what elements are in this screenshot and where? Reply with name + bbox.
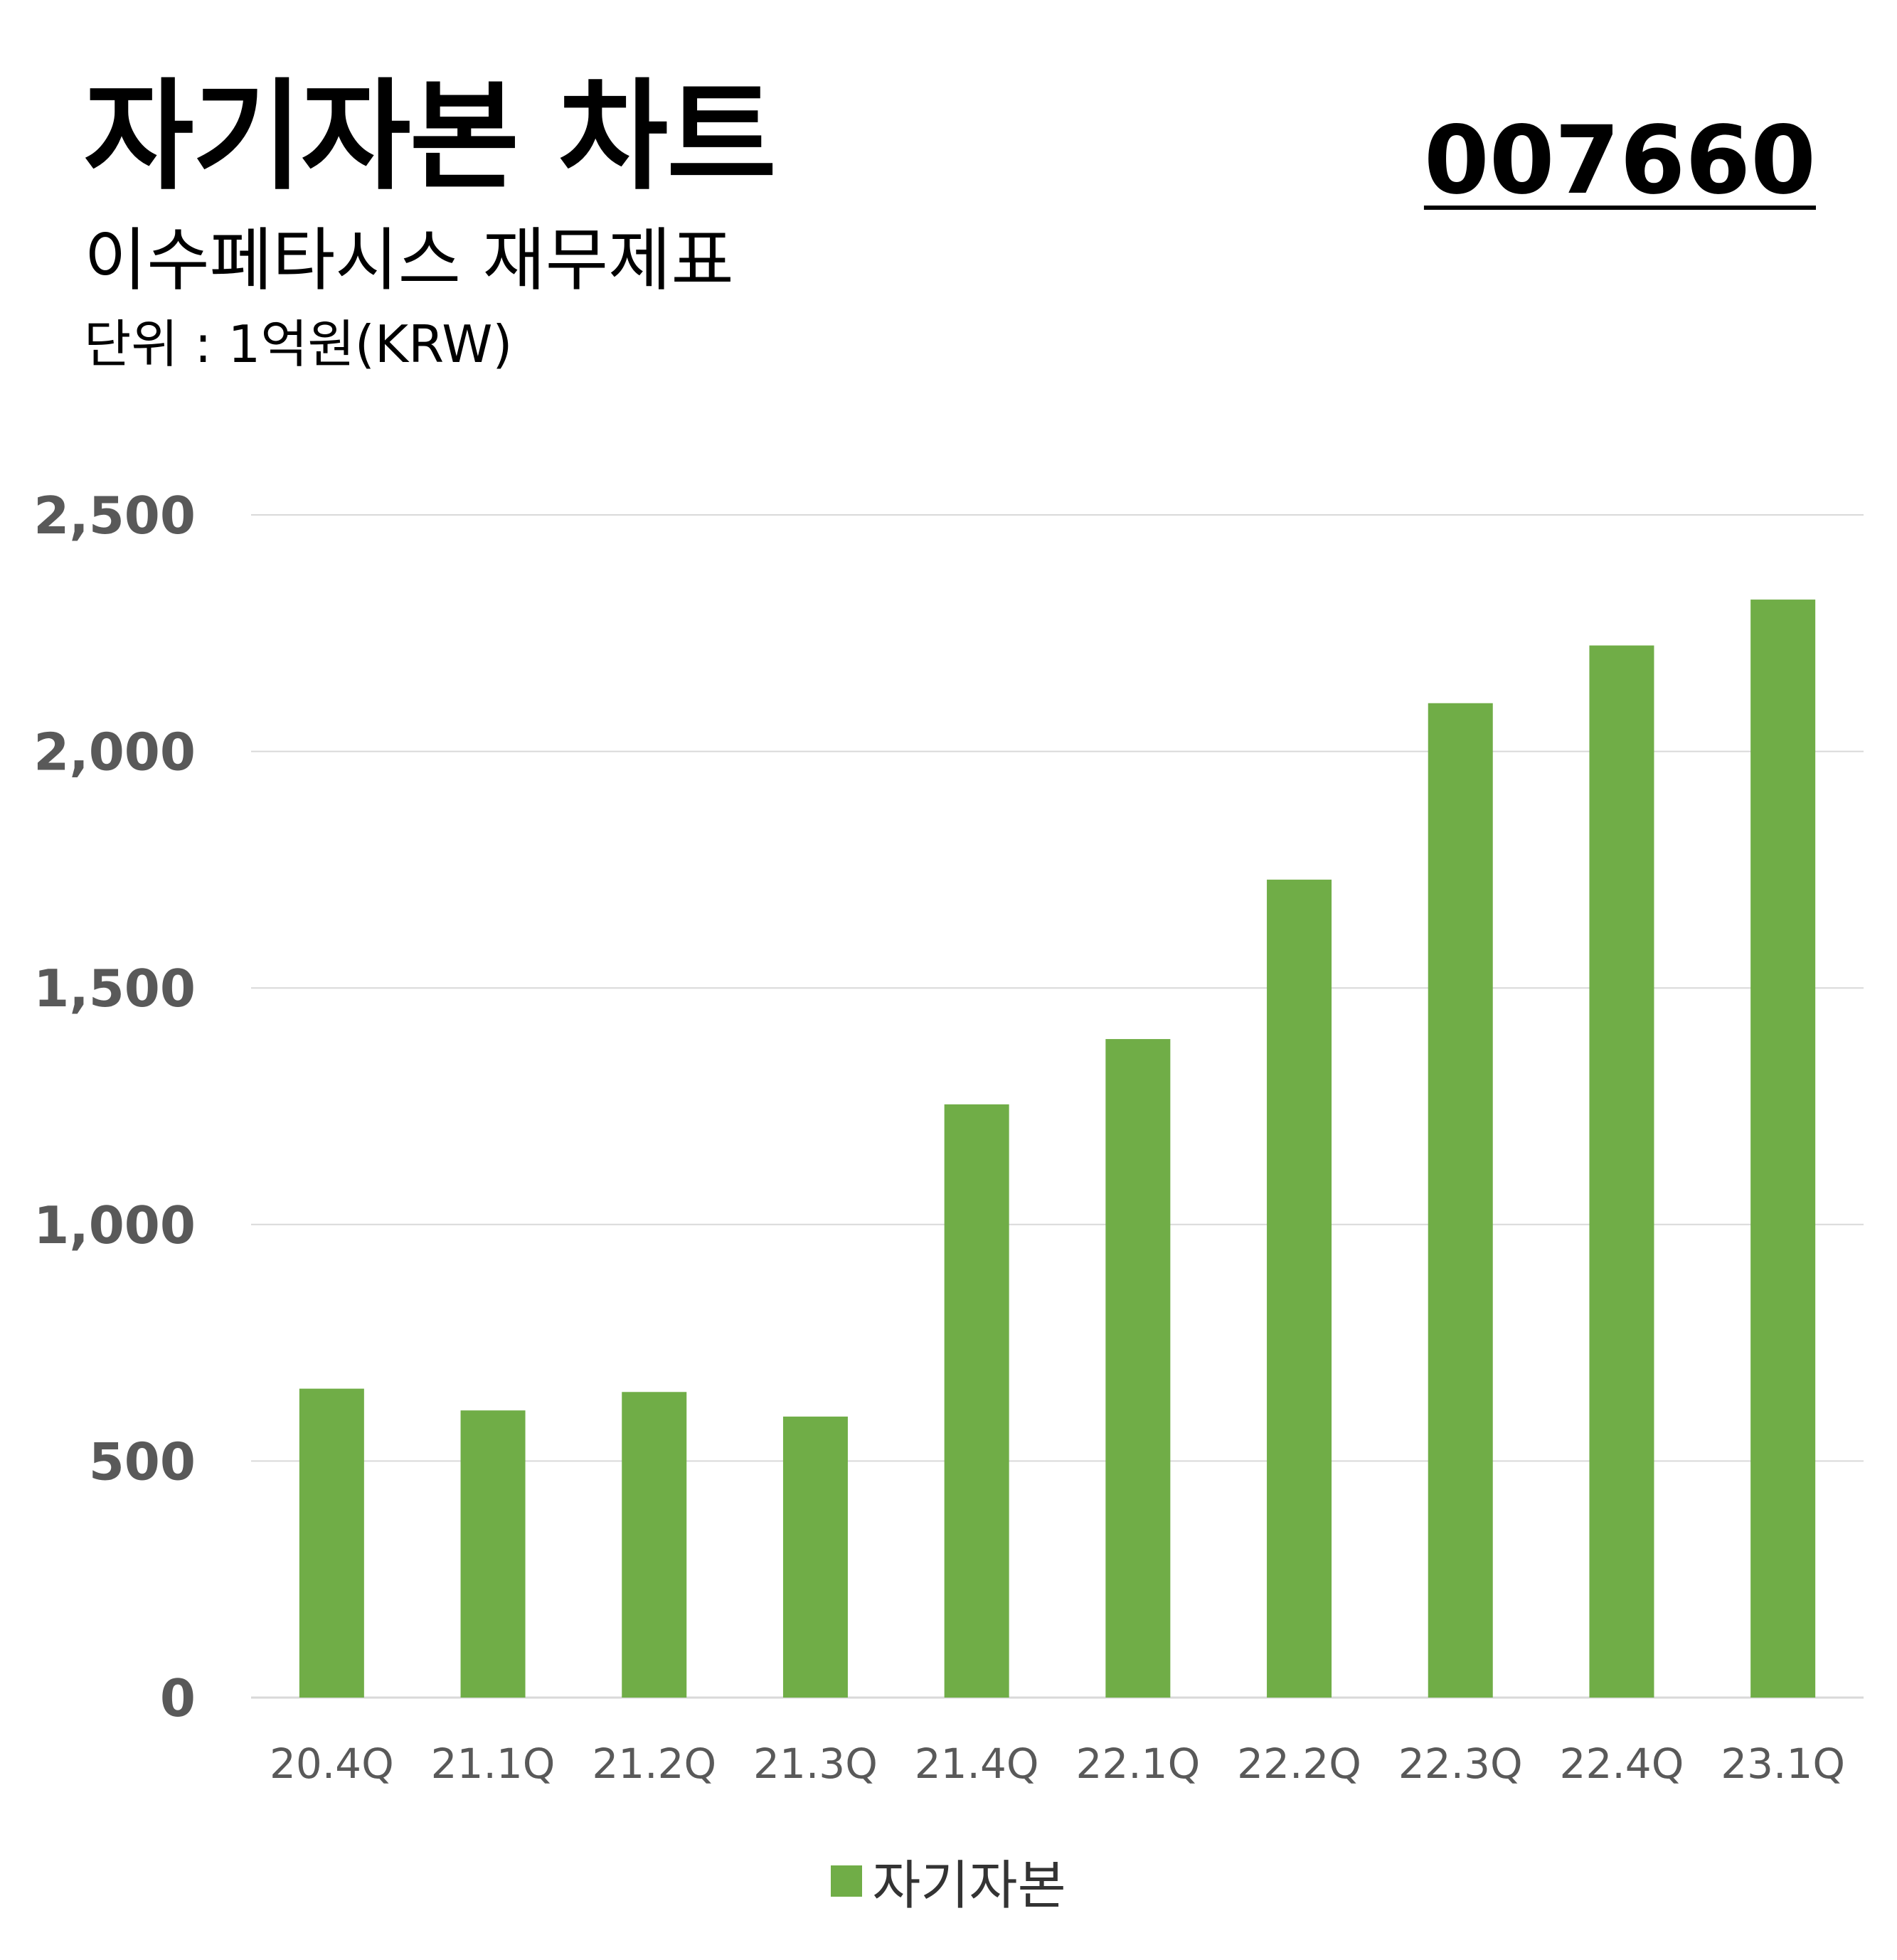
bar bbox=[1750, 600, 1816, 1698]
y-tick-label: 0 bbox=[160, 1668, 196, 1728]
x-tick-label: 22.1Q bbox=[1075, 1740, 1200, 1788]
x-tick-label: 22.4Q bbox=[1560, 1740, 1684, 1788]
bar bbox=[944, 1104, 1009, 1698]
bar bbox=[1105, 1039, 1171, 1698]
x-tick-label: 21.3Q bbox=[753, 1740, 878, 1788]
legend: 자기자본 bbox=[0, 1856, 1897, 1912]
bar bbox=[1428, 703, 1493, 1698]
x-tick-label: 21.4Q bbox=[915, 1740, 1039, 1788]
chart-title: 자기자본 차트 bbox=[84, 67, 777, 206]
bar bbox=[1589, 645, 1654, 1698]
y-tick-label: 500 bbox=[89, 1432, 196, 1491]
bar bbox=[460, 1410, 526, 1698]
x-tick-label: 21.2Q bbox=[592, 1740, 716, 1788]
x-tick-label: 21.1Q bbox=[431, 1740, 556, 1788]
bar bbox=[1267, 879, 1332, 1698]
x-tick-label: 23.1Q bbox=[1721, 1740, 1845, 1788]
x-tick-label: 20.4Q bbox=[270, 1740, 394, 1788]
y-tick-label: 2,500 bbox=[33, 486, 196, 545]
legend-label: 자기자본 bbox=[872, 1855, 1066, 1917]
stock-code: 007660 bbox=[1423, 106, 1816, 215]
y-tick-label: 2,000 bbox=[33, 723, 196, 782]
y-tick-label: 1,000 bbox=[33, 1195, 196, 1255]
legend-swatch bbox=[831, 1865, 863, 1897]
unit-label: 단위 : 1억원(KRW) bbox=[84, 314, 513, 374]
x-tick-label: 22.3Q bbox=[1398, 1740, 1523, 1788]
bar bbox=[782, 1416, 848, 1698]
chart-subtitle: 이수페타시스 재무제표 bbox=[84, 220, 734, 300]
bar bbox=[622, 1392, 687, 1698]
x-tick-label: 22.2Q bbox=[1237, 1740, 1361, 1788]
y-tick-label: 1,500 bbox=[33, 959, 196, 1018]
bar bbox=[299, 1388, 364, 1698]
